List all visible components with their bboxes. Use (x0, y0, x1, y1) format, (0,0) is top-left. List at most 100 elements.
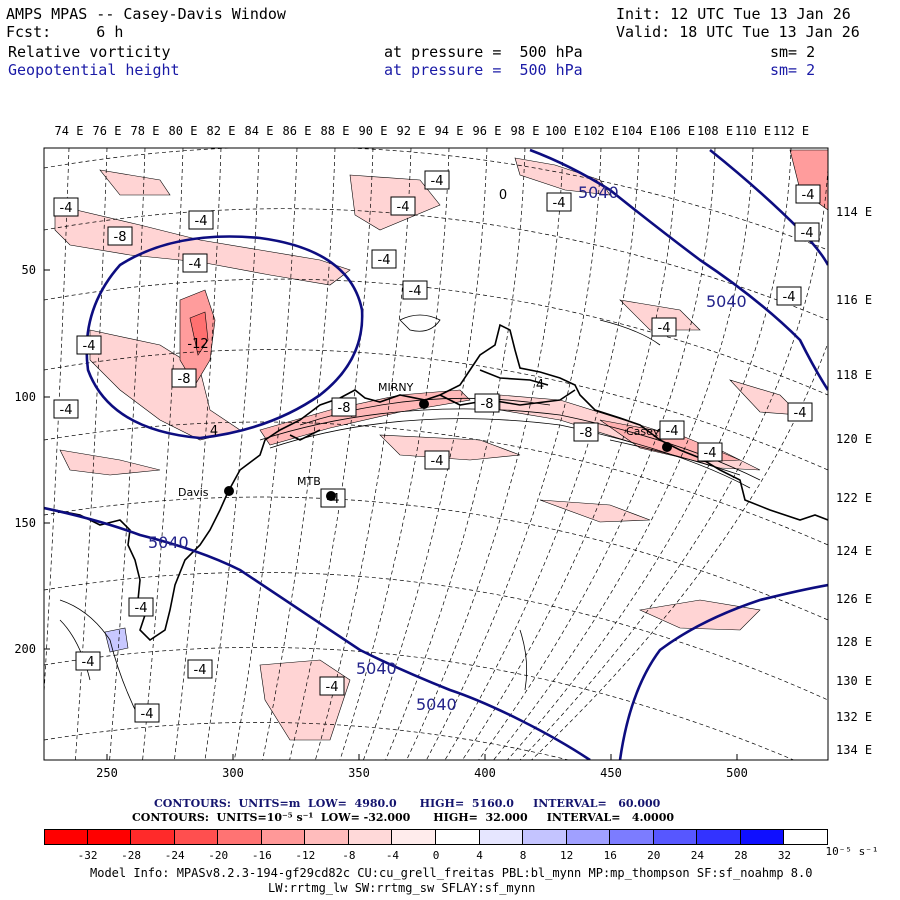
colorbar-cell (348, 829, 393, 845)
lon-label: 98 E (510, 124, 540, 138)
lon-label: 74 E (54, 124, 84, 138)
title: AMPS MPAS -- Casey-Davis Window (6, 5, 286, 23)
davis-marker (224, 486, 234, 496)
lon-label: 116 E (836, 293, 872, 307)
vorticity-label: 0 (499, 188, 507, 203)
vorticity-label: -8 (178, 372, 191, 387)
vorticity-label-box (474, 393, 500, 413)
field2-smoothing: sm= 2 (770, 61, 816, 79)
lon-label: 108 E (696, 124, 734, 138)
lon-label: 118 E (836, 368, 872, 382)
colorbar-cell (479, 829, 524, 845)
axis-ticks (44, 269, 738, 760)
lon-label: 88 E (320, 124, 350, 138)
vorticity-label: -4 (553, 196, 566, 211)
colorbar-cell (566, 829, 611, 845)
geopotential-height-contours (44, 148, 828, 760)
vorticity-label: -4 (135, 601, 148, 616)
meridian-line (426, 148, 602, 760)
meridian-line (44, 148, 70, 700)
colorbar-label: 32 (777, 849, 792, 862)
vorticity-label: -12 (187, 337, 208, 352)
meridian-line (493, 148, 754, 760)
lon-label: 124 E (836, 544, 872, 558)
x-tick: 250 (96, 766, 118, 780)
vorticity-label: -4 (409, 284, 422, 299)
colorbar-cell (697, 829, 741, 845)
right-longitude-labels: 114 E 116 E 118 E 120 E 122 E 124 E 126 … (836, 205, 872, 757)
vorticity-contour-info: CONTOURS: UNITS=10⁻⁵ s⁻¹ LOW= -32.000 HI… (132, 811, 675, 824)
vorticity-label: -4 (801, 226, 814, 241)
field1-level: at pressure = 500 hPa (384, 43, 583, 61)
height-contour-info: CONTOURS: UNITS=m LOW= 4980.0 HIGH= 5160… (154, 797, 661, 810)
x-tick: 300 (222, 766, 244, 780)
vorticity-label: -4 (783, 290, 796, 305)
colorbar-label: -24 (164, 849, 185, 862)
lon-label: 100 E (544, 124, 582, 138)
colorbar-cell (87, 829, 132, 845)
vorticity-labels: -4 -8 -4 -4 -4 -4 -4 -4 -4 -4 -8 -4 -4 -4 -4 -4 -8 -8 -8 -4… (53, 170, 821, 723)
lon-label: 80 E (168, 124, 198, 138)
vorticity-label: -4 (189, 257, 202, 272)
vorticity-label-box (107, 226, 133, 246)
vorticity-label: -4 (666, 424, 679, 439)
forecast-hour: Fcst: 6 h (6, 23, 124, 41)
height-label: 5040 (356, 659, 397, 678)
field2-level: at pressure = 500 hPa (384, 61, 583, 79)
y-tick: 50 (22, 263, 36, 277)
lon-label: 104 E (620, 124, 658, 138)
colorbar-cell (218, 829, 262, 845)
vorticity-label-box (331, 397, 357, 417)
lon-label: 90 E (358, 124, 388, 138)
vorticity-label-box (371, 249, 397, 269)
meridian-line (385, 148, 526, 760)
colorbar-label: 4 (476, 849, 483, 862)
colorbar-label: -28 (121, 849, 142, 862)
vorticity-label-box (659, 420, 685, 440)
y-tick: 100 (14, 390, 36, 404)
meridian-line (262, 148, 336, 760)
meridian-line (363, 148, 488, 760)
meridian-line (406, 148, 564, 760)
colorbar-units: 10⁻⁵ s⁻¹ (825, 845, 879, 858)
vorticity-label-box (573, 422, 599, 442)
height-labels: 5040 5040 5040 5040 5040 (148, 183, 747, 714)
colorbar-cell (44, 829, 88, 845)
meridian-line (315, 148, 412, 760)
meridian-line (462, 148, 678, 760)
height-label: 5040 (578, 183, 619, 202)
colorbar-cell (740, 829, 785, 845)
vorticity-label: -8 (114, 230, 127, 245)
vorticity-label: -4 (431, 454, 444, 469)
lon-label: 84 E (244, 124, 274, 138)
vorticity-label: -4 (194, 663, 207, 678)
lon-label: 106 E (658, 124, 696, 138)
init-time: Init: 12 UTC Tue 13 Jan 26 (616, 5, 851, 23)
vorticity-label-box (188, 210, 214, 230)
model-info: Model Info: MPASv8.2.3-194-gf29cd82c CU:… (90, 866, 813, 880)
x-tick: 500 (726, 766, 748, 780)
colorbar-cell (392, 829, 436, 845)
colorbar-label: -20 (208, 849, 229, 862)
vorticity-label-box (697, 442, 723, 462)
height-label: 5040 (416, 695, 457, 714)
meridian-line (234, 148, 298, 760)
vorticity-label: 4 (536, 378, 544, 393)
vorticity-label: -4 (658, 321, 671, 336)
mtb-marker (326, 491, 336, 501)
colorbar-cell (610, 829, 654, 845)
colorbar-label: 28 (734, 849, 748, 862)
lon-label: 132 E (836, 710, 872, 724)
meridian-line (444, 148, 640, 760)
colorbar-cell (305, 829, 349, 845)
positive-vorticity-patch (104, 627, 129, 653)
vorticity-label-box (776, 286, 802, 306)
colorbar-label: 8 (519, 849, 527, 862)
vorticity-label: -4 (141, 707, 154, 722)
coastline (44, 323, 828, 642)
vorticity-label-box (187, 659, 213, 679)
x-tick: 400 (474, 766, 496, 780)
vorticity-label: -4 (195, 214, 208, 229)
vorticity-label: -4 (326, 680, 339, 695)
lon-label: 96 E (472, 124, 502, 138)
